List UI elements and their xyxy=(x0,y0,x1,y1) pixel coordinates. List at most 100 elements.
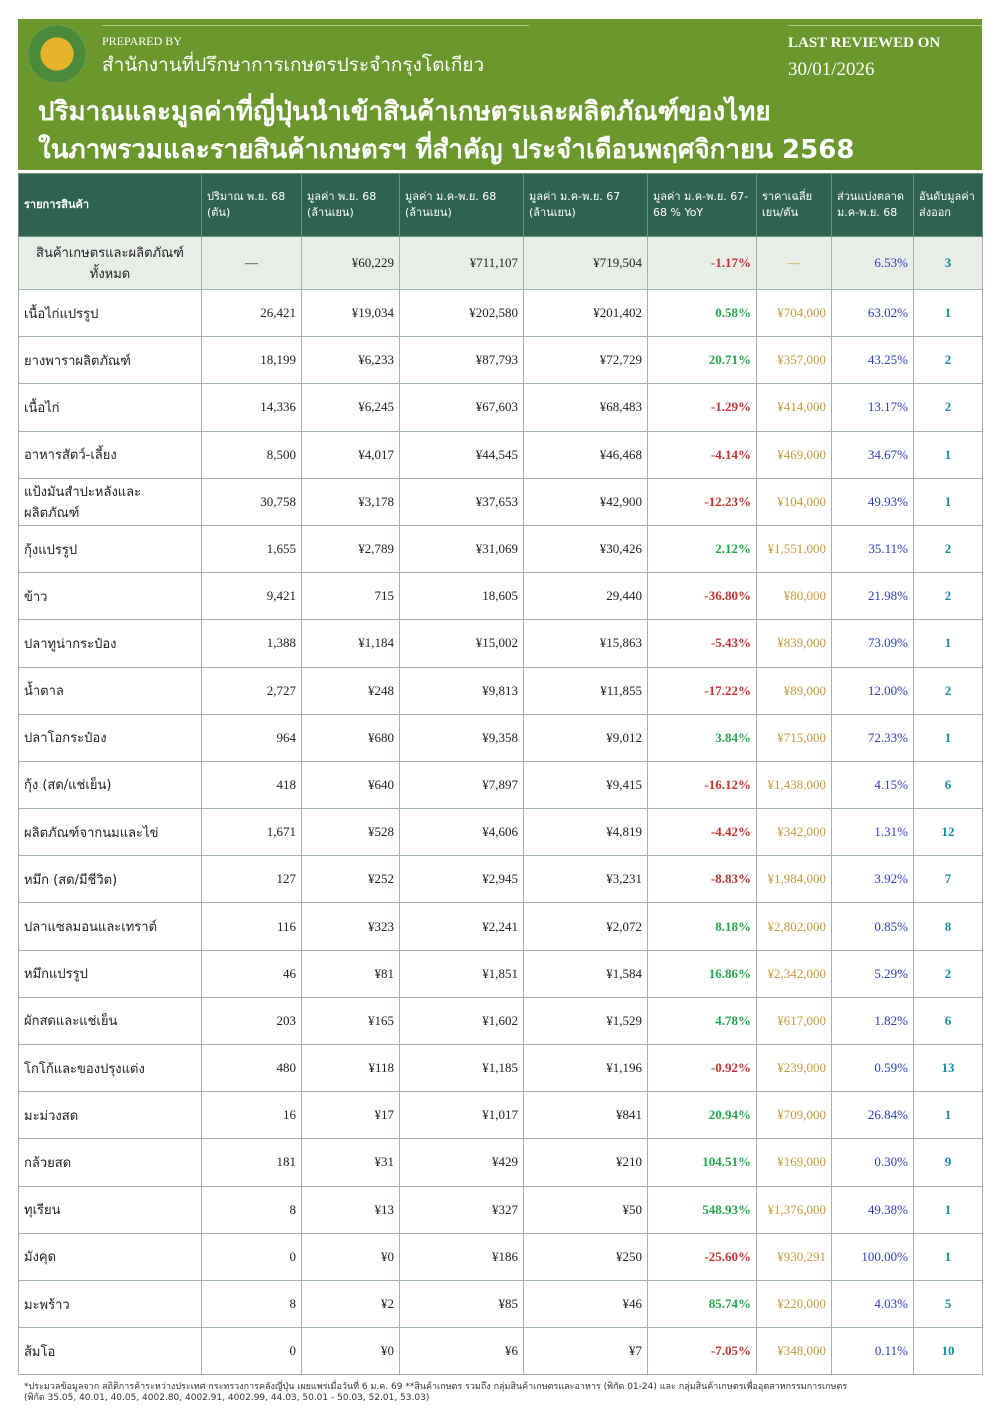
yoy-change: -0.92% xyxy=(647,1043,757,1093)
product-name: ปลาโอกระป๋อง xyxy=(18,713,202,762)
value-ytd-67: ¥9,415 xyxy=(523,760,648,810)
market-share: 72.33% xyxy=(831,713,914,762)
product-name: กล้วยสด xyxy=(18,1138,202,1187)
value-ytd-68: ¥429 xyxy=(399,1138,524,1187)
table-row: ผักสดและแช่เย็น 203 ¥165 ¥1,602 ¥1,529 4.78% ¥… xyxy=(18,996,983,1046)
value-nov: ¥81 xyxy=(301,949,400,998)
table-row: ยางพาราผลิตภัณฑ์ 18,199 ¥6,233 ¥87,793 ¥72,7… xyxy=(18,336,983,385)
office-name: สำนักงานที่ปรึกษาการเกษตรประจำกรุงโตเกีย… xyxy=(102,54,485,76)
avg-price: ¥1,376,000 xyxy=(756,1185,832,1234)
table-row: โกโก้และของปรุงแต่ง 480 ¥118 ¥1,185 ¥1,196 -0… xyxy=(18,1043,983,1093)
column-header: ราคาเฉลี่ย เยน/ตัน xyxy=(756,173,832,237)
export-rank: 7 xyxy=(913,855,983,904)
avg-price: — xyxy=(756,236,832,290)
export-rank: 2 xyxy=(913,524,983,574)
value-ytd-68: ¥1,017 xyxy=(399,1091,524,1140)
product-name: กุ้ง (สด/แช่เย็น) xyxy=(18,760,202,810)
market-share: 0.85% xyxy=(831,902,914,951)
value-ytd-68: ¥2,945 xyxy=(399,855,524,904)
value-nov: 715 xyxy=(301,572,400,621)
market-share: 26.84% xyxy=(831,1091,914,1140)
export-rank: 6 xyxy=(913,996,983,1046)
market-share: 35.11% xyxy=(831,524,914,574)
column-header: ปริมาณ พ.ย. 68 (ตัน) xyxy=(201,173,302,237)
value-ytd-67: ¥3,231 xyxy=(523,855,648,904)
export-rank: 12 xyxy=(913,808,983,857)
table-row: มังคุด 0 ¥0 ¥186 ¥250 -25.60% ¥930,291 100.00% 1 xyxy=(18,1232,983,1281)
value-ytd-68: ¥37,653 xyxy=(399,477,524,526)
table-row: แป้งมันสำปะหลังและผลิตภัณฑ์ 30,758 ¥3,178 ¥… xyxy=(18,477,983,526)
volume: 1,671 xyxy=(201,808,302,857)
value-ytd-67: ¥15,863 xyxy=(523,619,648,668)
report-header: PREPARED BY สำนักงานที่ปรึกษาการเกษตรประ… xyxy=(18,19,982,170)
volume: — xyxy=(201,236,302,290)
yoy-change: 8.18% xyxy=(647,902,757,951)
export-rank: 2 xyxy=(913,949,983,998)
import-table: รายการสินค้า ปริมาณ พ.ย. 68 (ตัน) มูลค่า พ… xyxy=(18,173,983,1376)
table-row: เนื้อไก่ 14,336 ¥6,245 ¥67,603 ¥68,483 -1.29%… xyxy=(18,383,983,432)
column-header: มูลค่า พ.ย. 68 (ล้านเยน) xyxy=(301,173,400,237)
table-row: เนื้อไก่แปรรูป 26,421 ¥19,034 ¥202,580 ¥201,… xyxy=(18,288,983,338)
product-name: หมึกแปรรูป xyxy=(18,949,202,998)
value-ytd-68: ¥4,606 xyxy=(399,808,524,857)
avg-price: ¥357,000 xyxy=(756,336,832,385)
value-ytd-67: ¥72,729 xyxy=(523,336,648,385)
market-share: 73.09% xyxy=(831,619,914,668)
market-share: 21.98% xyxy=(831,572,914,621)
volume: 8,500 xyxy=(201,430,302,479)
export-rank: 5 xyxy=(913,1279,983,1329)
market-share: 0.59% xyxy=(831,1043,914,1093)
export-rank: 1 xyxy=(913,713,983,762)
value-ytd-67: ¥1,529 xyxy=(523,996,648,1046)
avg-price: ¥617,000 xyxy=(756,996,832,1046)
value-nov: ¥6,233 xyxy=(301,336,400,385)
yoy-change: 3.84% xyxy=(647,713,757,762)
product-name: หมึก (สด/มีชีวิต) xyxy=(18,855,202,904)
last-reviewed-label: LAST REVIEWED ON xyxy=(788,35,941,51)
value-ytd-67: ¥46 xyxy=(523,1279,648,1329)
market-share: 3.92% xyxy=(831,855,914,904)
table-row: อาหารสัตว์-เลี้ยง 8,500 ¥4,017 ¥44,545 ¥46,4… xyxy=(18,430,983,479)
export-rank: 1 xyxy=(913,619,983,668)
page-title: ปริมาณและมูลค่าที่ญี่ปุ่นนำเข้าสินค้าเกษ… xyxy=(38,93,854,169)
column-header: รายการสินค้า xyxy=(18,173,202,237)
value-ytd-67: ¥250 xyxy=(523,1232,648,1281)
value-ytd-67: ¥9,012 xyxy=(523,713,648,762)
volume: 46 xyxy=(201,949,302,998)
yoy-change: -25.60% xyxy=(647,1232,757,1281)
value-nov: ¥0 xyxy=(301,1327,400,1376)
value-ytd-67: ¥201,402 xyxy=(523,288,648,338)
footnote-line-1: *ประมวลข้อมูลจาก สถิติการค้าระหว่างประเท… xyxy=(24,1382,848,1392)
avg-price: ¥715,000 xyxy=(756,713,832,762)
product-name: ข้าว xyxy=(18,572,202,621)
avg-price: ¥839,000 xyxy=(756,619,832,668)
yoy-change: 104.51% xyxy=(647,1138,757,1187)
value-ytd-68: ¥202,580 xyxy=(399,288,524,338)
yoy-change: -8.83% xyxy=(647,855,757,904)
value-ytd-68: ¥1,602 xyxy=(399,996,524,1046)
volume: 480 xyxy=(201,1043,302,1093)
value-ytd-68: ¥2,241 xyxy=(399,902,524,951)
avg-price: ¥704,000 xyxy=(756,288,832,338)
market-share: 6.53% xyxy=(831,236,914,290)
value-ytd-68: ¥44,545 xyxy=(399,430,524,479)
avg-price: ¥469,000 xyxy=(756,430,832,479)
footnote-line-2: (พิกัด 35.05, 40.01, 40.05, 4002.80, 400… xyxy=(24,1393,430,1403)
product-name: ทุเรียน xyxy=(18,1185,202,1234)
divider xyxy=(788,25,982,26)
volume: 2,727 xyxy=(201,666,302,715)
agency-logo xyxy=(28,25,86,83)
market-share: 13.17% xyxy=(831,383,914,432)
product-name: น้ำตาล xyxy=(18,666,202,715)
yoy-change: -1.29% xyxy=(647,383,757,432)
value-ytd-67: ¥7 xyxy=(523,1327,648,1376)
value-nov: ¥3,178 xyxy=(301,477,400,526)
avg-price: ¥80,000 xyxy=(756,572,832,621)
table-row: ผลิตภัณฑ์จากนมและไข่ 1,671 ¥528 ¥4,606 ¥4,81… xyxy=(18,808,983,857)
volume: 16 xyxy=(201,1091,302,1140)
value-nov: ¥323 xyxy=(301,902,400,951)
value-ytd-67: ¥30,426 xyxy=(523,524,648,574)
product-name: สินค้าเกษตรและผลิตภัณฑ์ทั้งหมด xyxy=(18,236,202,290)
product-name: แป้งมันสำปะหลังและผลิตภัณฑ์ xyxy=(18,477,202,526)
avg-price: ¥220,000 xyxy=(756,1279,832,1329)
